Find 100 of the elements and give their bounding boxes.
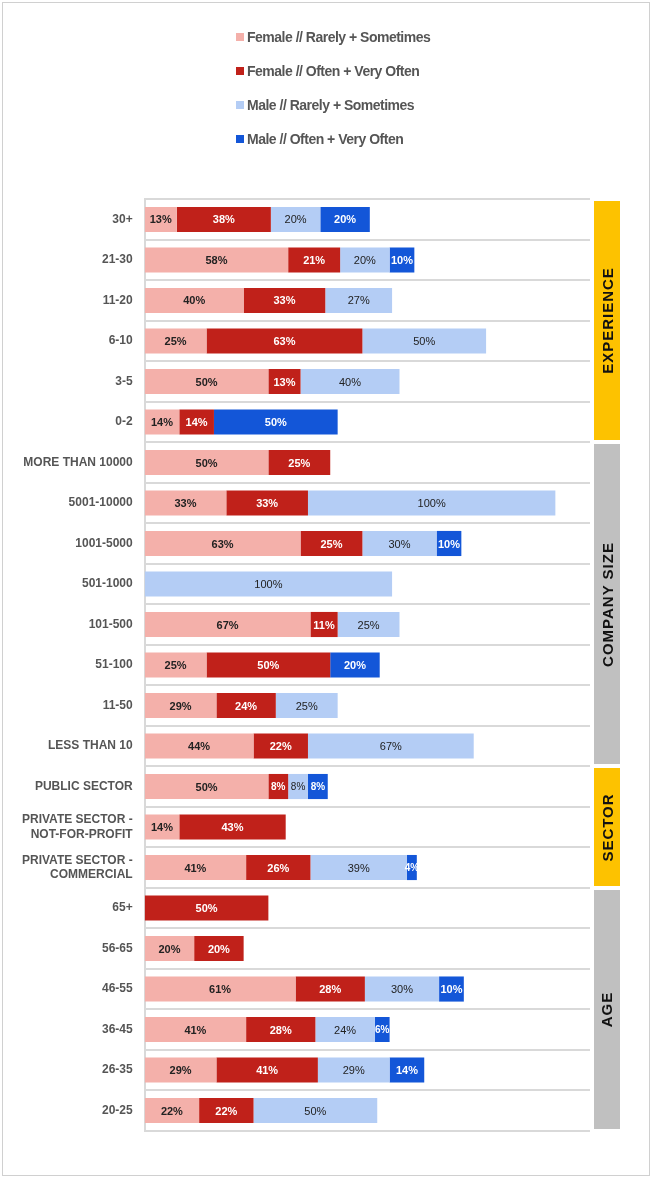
data-label: 20% xyxy=(158,942,181,955)
bar xyxy=(307,490,556,516)
data-label: 100% xyxy=(417,497,446,510)
data-label: 13% xyxy=(149,213,172,226)
text: EXPERIENCE xyxy=(598,267,616,375)
data-label: 29% xyxy=(169,699,192,712)
data-label: 20% xyxy=(334,213,357,226)
data-label: 50% xyxy=(304,1104,327,1117)
bar xyxy=(144,449,269,476)
data-label: 14% xyxy=(150,416,174,429)
bar xyxy=(144,611,311,638)
data-label: 22% xyxy=(215,1104,238,1117)
data-label: 20% xyxy=(207,942,231,955)
data-label: 22% xyxy=(269,740,292,753)
text: AGE xyxy=(598,991,616,1028)
bar xyxy=(337,611,400,638)
data-label: 30% xyxy=(388,537,411,550)
bar xyxy=(144,490,227,516)
y-tick-label: PUBLIC SECTOR xyxy=(34,778,133,793)
data-label: 33% xyxy=(174,497,197,510)
data-label: 14% xyxy=(185,416,208,429)
data-label: 40% xyxy=(183,294,206,307)
data-label: 50% xyxy=(413,335,436,347)
bar xyxy=(144,773,269,800)
data-label: 24% xyxy=(235,699,258,712)
bar xyxy=(144,733,254,759)
data-label: 100% xyxy=(254,578,283,591)
y-tick-label: 11-20 xyxy=(102,292,133,307)
y-tick-label: 5001-10000 xyxy=(68,495,133,510)
data-label: 39% xyxy=(347,861,370,874)
y-tick-label: 30+ xyxy=(112,211,133,226)
legend-label: Female // Rarely + Sometimes xyxy=(247,29,431,45)
data-label: 25% xyxy=(357,618,380,631)
bar xyxy=(144,976,296,1002)
bar xyxy=(295,976,365,1002)
data-label: 10% xyxy=(390,253,414,266)
bar xyxy=(325,287,393,314)
data-label: 29% xyxy=(169,1064,192,1077)
data-label: 50% xyxy=(195,456,218,469)
data-label: 11% xyxy=(313,618,335,631)
data-label: 28% xyxy=(269,1023,292,1036)
legend-label: Female // Often + Very Often xyxy=(247,63,420,79)
bar xyxy=(144,247,289,273)
y-tick-label: 3-5 xyxy=(115,373,133,388)
bar xyxy=(144,895,269,921)
data-label: 25% xyxy=(164,659,187,672)
data-label: 30% xyxy=(390,983,414,996)
y-tick-label: 101-500 xyxy=(88,616,133,631)
data-label: 43% xyxy=(221,821,244,834)
text: SECTOR xyxy=(598,792,616,862)
bar xyxy=(268,449,331,476)
data-label: 50% xyxy=(257,659,280,672)
y-tick-label: 51-100 xyxy=(95,657,133,672)
y-tick-label: 56-65 xyxy=(101,940,133,955)
bar xyxy=(144,368,269,395)
data-label: 20% xyxy=(284,213,307,226)
data-label: 38% xyxy=(212,213,236,226)
data-label: 20% xyxy=(343,659,367,672)
bar xyxy=(144,652,207,678)
bar xyxy=(226,490,308,516)
data-label: 63% xyxy=(211,537,234,550)
data-label: 41% xyxy=(184,861,207,874)
bar xyxy=(206,328,363,354)
bar xyxy=(362,530,437,557)
bar xyxy=(144,1016,247,1043)
bar xyxy=(307,733,474,759)
data-label: 50% xyxy=(195,902,218,915)
y-tick-label: 65+ xyxy=(112,900,133,915)
data-label: 41% xyxy=(256,1064,279,1077)
bar xyxy=(246,1016,316,1043)
data-label: 10% xyxy=(440,983,463,996)
y-tick-label: PRIVATE SECTOR - COMMERCIAL xyxy=(21,852,133,882)
data-label: 24% xyxy=(334,1023,357,1036)
bar xyxy=(317,1057,390,1083)
y-tick-label: 36-45 xyxy=(101,1021,133,1036)
legend-label: Male // Rarely + Sometimes xyxy=(247,97,415,113)
y-tick-label: 1001-5000 xyxy=(75,535,133,550)
bar xyxy=(364,976,440,1002)
data-label: 25% xyxy=(320,537,343,550)
bar xyxy=(216,692,276,719)
data-label: 8% xyxy=(290,781,306,793)
data-label: 26% xyxy=(267,861,290,874)
data-label: 29% xyxy=(342,1064,365,1077)
data-label: 67% xyxy=(379,740,403,753)
y-tick-label: 26-35 xyxy=(101,1062,133,1077)
data-label: 50% xyxy=(195,375,218,388)
bar xyxy=(275,692,338,719)
bar xyxy=(206,652,331,678)
bar xyxy=(144,530,301,557)
y-tick-label: 0-2 xyxy=(115,414,133,429)
y-tick-label: 6-10 xyxy=(108,333,133,348)
data-label: 25% xyxy=(295,699,318,712)
y-tick-label: 20-25 xyxy=(101,1102,133,1117)
data-label: 6% xyxy=(374,1024,390,1036)
bar xyxy=(144,854,247,881)
data-label: 22% xyxy=(160,1104,184,1117)
y-tick-label: 11-50 xyxy=(102,697,133,712)
bar xyxy=(253,1097,378,1124)
data-label: 44% xyxy=(188,740,211,753)
bar xyxy=(176,206,271,233)
